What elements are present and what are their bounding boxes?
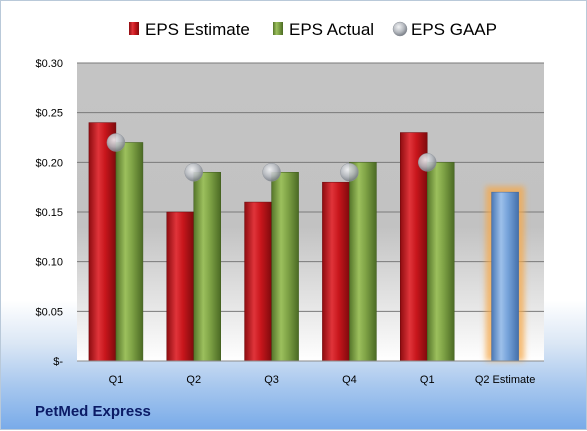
eps-actual-bar <box>349 162 377 362</box>
x-tick-label: Q3 <box>264 374 279 386</box>
y-axis-ticks: $- $0.05 $0.10 $0.15 $0.20 $0.25 $0.30 <box>35 58 63 368</box>
legend-swatch <box>129 22 139 35</box>
eps-estimate-bar <box>88 122 117 362</box>
eps-gaap-marker <box>106 133 126 152</box>
eps-gaap-marker <box>418 153 437 172</box>
x-tick-label: Q2 Estimate <box>475 374 536 386</box>
eps-actual-bar <box>193 172 221 362</box>
legend-swatch <box>392 21 408 37</box>
legend-swatch <box>273 22 283 35</box>
legend-label: EPS Actual <box>289 20 374 39</box>
y-tick-label: $0.15 <box>35 207 63 219</box>
x-tick-label: Q1 <box>109 374 124 386</box>
x-axis-ticks: Q1 Q2 Q3 Q4 Q1 Q2 Estimate <box>109 374 536 386</box>
legend: EPS Estimate EPS Actual EPS GAAP <box>129 20 497 39</box>
bars <box>88 122 525 362</box>
y-tick-label: $0.30 <box>35 58 63 70</box>
gaap-markers <box>106 133 437 182</box>
legend-label: EPS Estimate <box>145 20 250 39</box>
eps-gaap-marker <box>340 163 359 182</box>
eps-gaap-marker <box>262 163 281 182</box>
y-tick-label: $- <box>53 356 63 368</box>
eps-actual-bar <box>427 162 455 362</box>
x-tick-label: Q1 <box>420 374 435 386</box>
eps-gaap-marker <box>184 163 203 182</box>
eps-estimate-bar <box>400 132 428 362</box>
eps-actual-bar <box>271 172 299 362</box>
eps-estimate-bar <box>244 201 272 362</box>
company-name: PetMed Express <box>35 403 151 420</box>
eps-estimate-bar <box>166 211 194 362</box>
y-tick-label: $0.10 <box>35 257 63 269</box>
eps-projected-bar <box>491 191 519 362</box>
y-tick-label: $0.25 <box>35 108 63 120</box>
legend-label: EPS GAAP <box>411 20 497 39</box>
eps-actual-bar <box>115 142 144 362</box>
eps-estimate-bar <box>322 181 350 362</box>
gridlines <box>77 62 544 312</box>
y-tick-label: $0.20 <box>35 157 63 169</box>
y-tick-label: $0.05 <box>35 306 63 318</box>
x-tick-label: Q4 <box>342 374 357 386</box>
x-tick-label: Q2 <box>186 374 201 386</box>
